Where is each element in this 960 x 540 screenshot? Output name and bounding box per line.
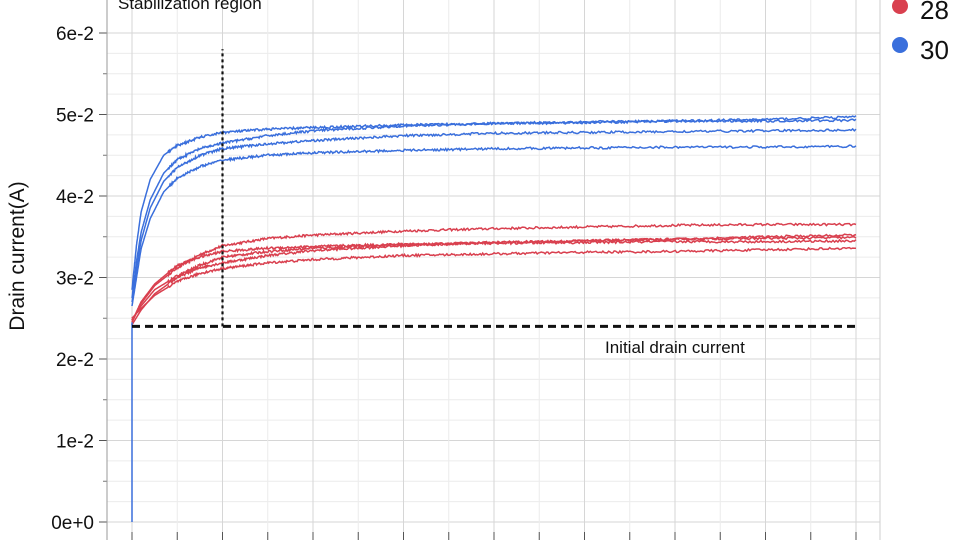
y-tick-label: 5e-2 xyxy=(56,106,94,127)
series-line-28 xyxy=(131,246,857,319)
y-tick-label: 4e-2 xyxy=(56,187,94,208)
y-axis-ticks: 0e+0 1e-2 2e-2 3e-2 4e-2 5e-2 6e-2 xyxy=(51,24,107,534)
y-axis-label: Drain current(A) xyxy=(6,181,29,330)
series-line-30 xyxy=(131,115,857,290)
x-axis-ticks xyxy=(131,532,857,540)
initial-drain-current-label: Initial drain current xyxy=(605,338,745,357)
series-line-30 xyxy=(131,118,857,298)
legend: 28 30 xyxy=(892,0,949,65)
y-tick-label: 1e-2 xyxy=(56,432,94,453)
y-tick-label: 3e-2 xyxy=(56,269,94,290)
stabilization-region-label: Stabilization region xyxy=(118,0,262,13)
legend-label-30: 30 xyxy=(920,35,949,65)
series-line-30 xyxy=(131,144,857,307)
series-line-28 xyxy=(131,238,857,323)
y-tick-label: 6e-2 xyxy=(56,24,94,45)
series-line-30 xyxy=(131,127,857,303)
legend-label-28: 28 xyxy=(920,0,949,25)
y-tick-label: 2e-2 xyxy=(56,350,94,371)
grid xyxy=(107,0,881,540)
series-line-28 xyxy=(131,222,857,323)
legend-marker-30 xyxy=(892,37,908,53)
series-line-28 xyxy=(131,233,857,321)
legend-marker-28 xyxy=(892,0,908,14)
y-tick-label: 0e+0 xyxy=(51,513,94,534)
series-lines xyxy=(131,115,857,522)
